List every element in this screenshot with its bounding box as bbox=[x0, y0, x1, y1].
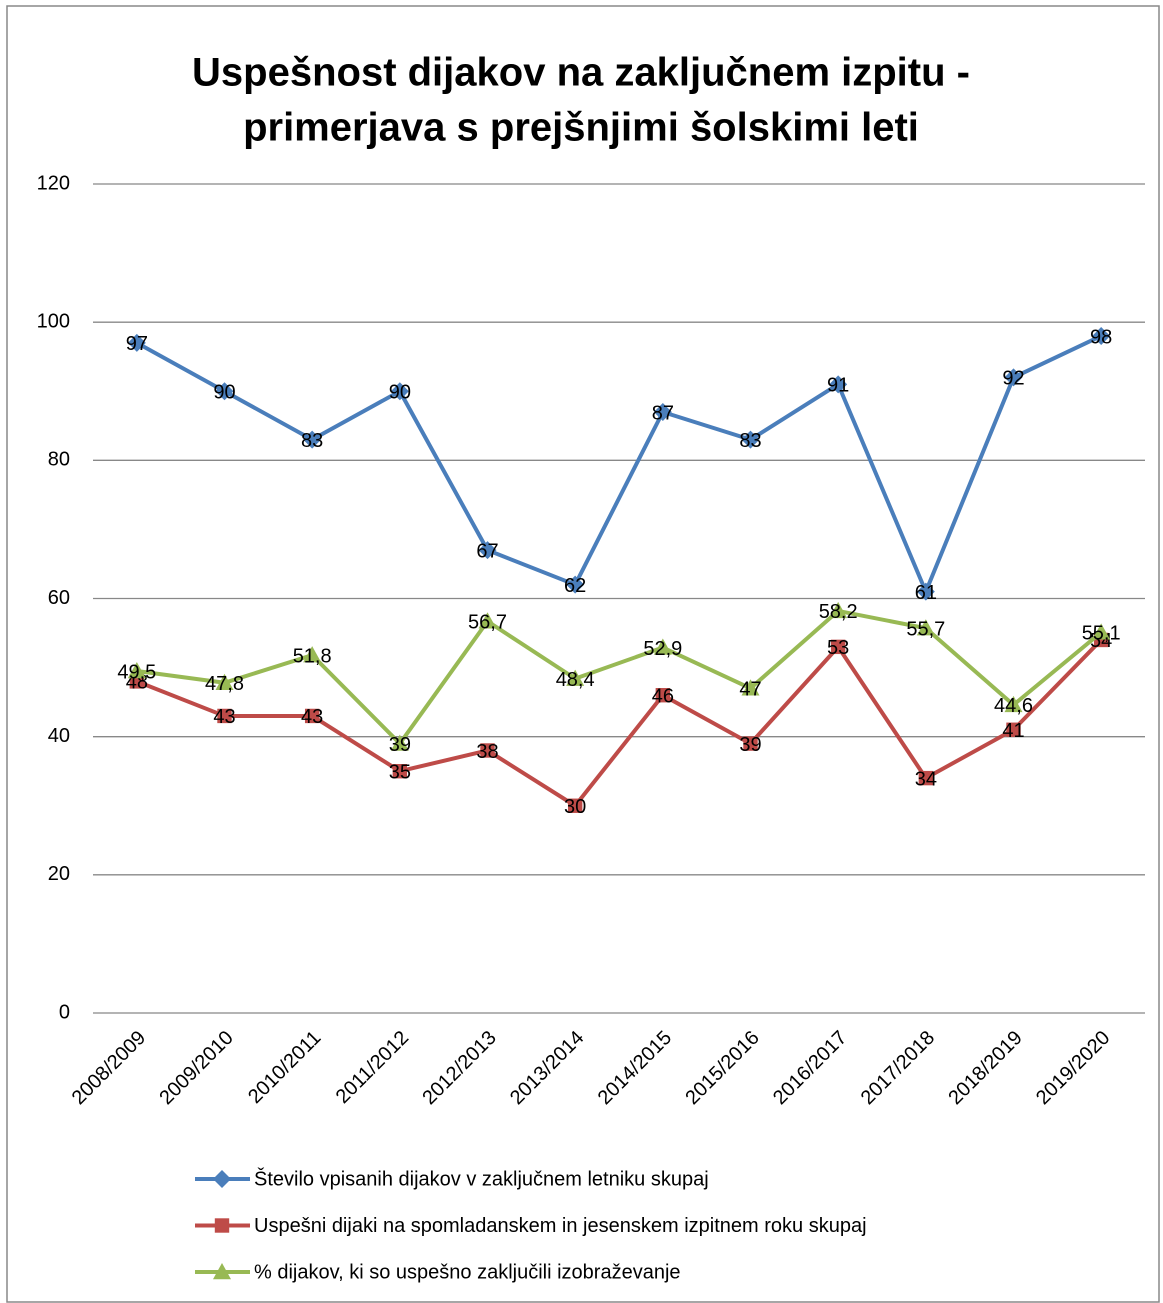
marker bbox=[918, 770, 934, 786]
data-label: 90 bbox=[389, 382, 411, 404]
marker bbox=[390, 734, 409, 751]
data-label: 35 bbox=[389, 761, 411, 783]
marker bbox=[1092, 623, 1111, 640]
legend-label: % dijakov, ki so uspešno zaključili izob… bbox=[254, 1261, 681, 1283]
data-label: 97 bbox=[126, 333, 148, 355]
marker bbox=[916, 619, 935, 636]
data-label: 67 bbox=[476, 540, 498, 562]
marker bbox=[566, 669, 585, 686]
y-tick-label: 20 bbox=[48, 863, 70, 885]
marker bbox=[829, 601, 848, 619]
y-tick-label: 100 bbox=[37, 310, 70, 332]
data-label: 91 bbox=[827, 375, 849, 397]
marker bbox=[916, 582, 935, 601]
marker bbox=[304, 708, 320, 724]
marker bbox=[655, 688, 671, 703]
marker bbox=[829, 375, 848, 394]
data-label: 38 bbox=[476, 741, 498, 763]
y-tick-label: 40 bbox=[48, 725, 70, 747]
data-label: 55,1 bbox=[1082, 623, 1121, 645]
marker bbox=[830, 639, 846, 655]
chart-title: Uspešnost dijakov na zaključnem izpitu - bbox=[192, 51, 970, 95]
data-label: 49,5 bbox=[117, 661, 156, 683]
data-label: 46 bbox=[652, 685, 674, 707]
data-label: 43 bbox=[213, 706, 235, 728]
series-line bbox=[135, 334, 1103, 594]
data-label: 30 bbox=[564, 796, 586, 818]
data-label: 90 bbox=[213, 382, 235, 404]
legend-marker bbox=[213, 1263, 231, 1280]
data-label: 55,7 bbox=[906, 618, 945, 640]
chart-border bbox=[6, 5, 1160, 1303]
marker bbox=[215, 673, 234, 690]
data-label: 44,6 bbox=[994, 695, 1033, 717]
marker bbox=[217, 708, 232, 724]
marker bbox=[653, 638, 672, 655]
chart-title: primerjava s prejšnjimi šolskimi leti bbox=[243, 106, 919, 150]
marker bbox=[127, 662, 146, 679]
marker bbox=[1092, 326, 1111, 345]
marker bbox=[653, 402, 672, 421]
data-label: 52,9 bbox=[643, 638, 682, 660]
data-label: 47,8 bbox=[205, 673, 244, 695]
data-label: 92 bbox=[1002, 368, 1024, 390]
data-label: 61 bbox=[915, 582, 937, 604]
y-tick-label: 120 bbox=[37, 172, 70, 194]
marker bbox=[127, 333, 146, 352]
marker bbox=[390, 382, 409, 401]
data-label: 41 bbox=[1002, 720, 1024, 742]
marker bbox=[743, 736, 758, 751]
data-label: 58,2 bbox=[819, 601, 858, 623]
marker bbox=[741, 679, 760, 696]
marker bbox=[392, 764, 408, 779]
data-label: 62 bbox=[564, 575, 586, 597]
marker bbox=[303, 430, 322, 449]
data-label: 56,7 bbox=[468, 612, 507, 634]
marker bbox=[478, 541, 497, 560]
data-label: 39 bbox=[389, 734, 411, 756]
y-tick-label: 80 bbox=[48, 449, 70, 471]
data-label: 98 bbox=[1090, 326, 1112, 348]
marker bbox=[566, 575, 585, 594]
marker bbox=[567, 798, 583, 813]
data-label: 39 bbox=[739, 734, 761, 756]
marker bbox=[1004, 368, 1023, 387]
data-label: 47 bbox=[739, 679, 761, 701]
legend-marker bbox=[214, 1218, 230, 1233]
marker bbox=[215, 382, 234, 401]
data-label: 43 bbox=[301, 706, 323, 728]
legend-label: Uspešni dijaki na spomladanskem in jesen… bbox=[254, 1215, 867, 1237]
data-label: 83 bbox=[739, 430, 761, 452]
marker bbox=[478, 612, 497, 629]
marker bbox=[303, 646, 322, 663]
marker bbox=[480, 743, 495, 758]
legend-marker bbox=[213, 1170, 231, 1188]
data-label: 87 bbox=[652, 402, 674, 424]
y-tick-label: 60 bbox=[48, 587, 70, 609]
series-line bbox=[136, 608, 1103, 746]
data-label: 34 bbox=[915, 768, 937, 790]
data-label: 83 bbox=[301, 430, 323, 452]
data-label: 51,8 bbox=[293, 645, 332, 667]
marker bbox=[1006, 722, 1021, 737]
marker bbox=[1004, 695, 1023, 713]
series-line bbox=[136, 638, 1103, 808]
legend-label: Število vpisanih dijakov v zaključnem le… bbox=[254, 1167, 709, 1190]
data-label: 48,4 bbox=[556, 669, 595, 691]
y-tick-label: 0 bbox=[59, 1001, 70, 1023]
data-label: 53 bbox=[827, 637, 849, 659]
marker bbox=[741, 430, 760, 449]
